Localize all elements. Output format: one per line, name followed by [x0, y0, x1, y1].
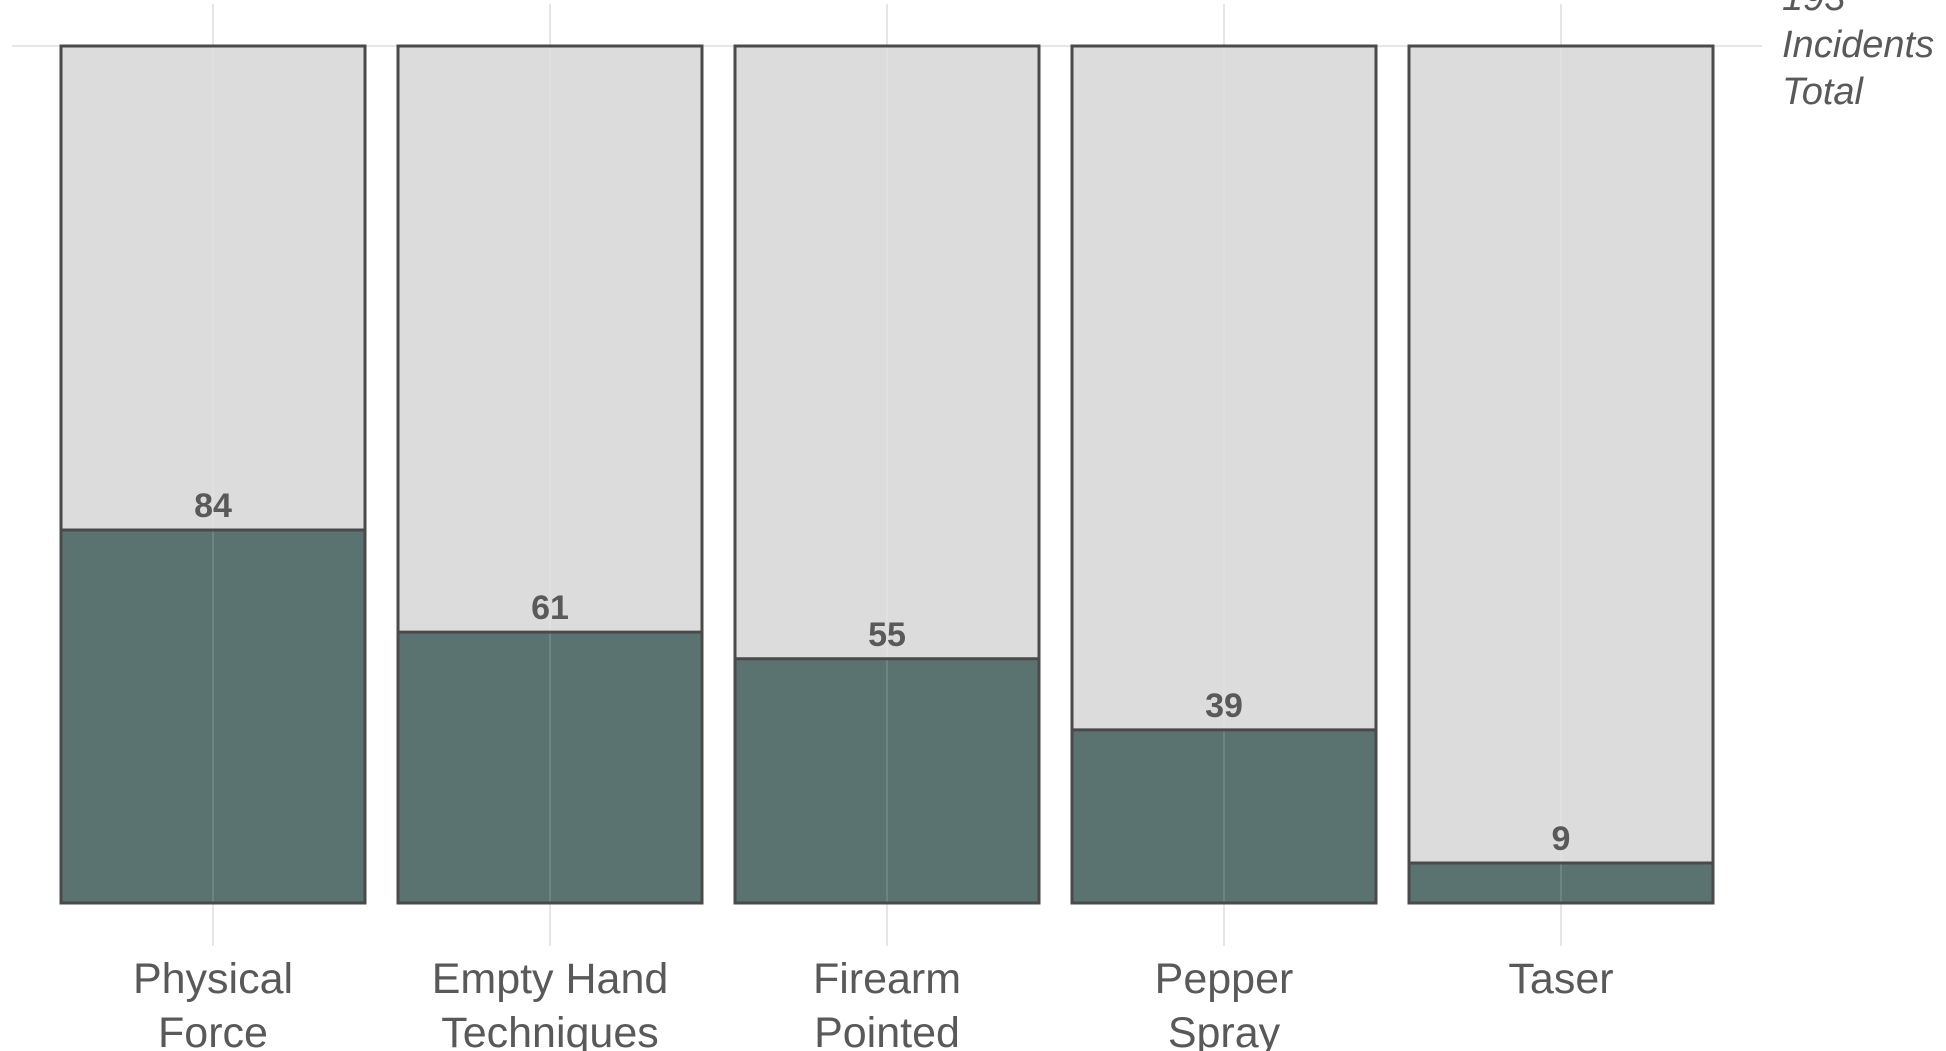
value-label: 9: [1552, 820, 1571, 858]
value-label: 84: [194, 487, 232, 525]
value-label: 55: [868, 616, 906, 654]
total-annotation: Incidents: [1782, 24, 1934, 66]
value-label: 61: [531, 589, 569, 627]
category-label: Taser: [1508, 955, 1613, 1003]
category-label: Force: [158, 1009, 268, 1051]
category-label: Pepper: [1155, 955, 1294, 1003]
value-bar: [61, 530, 365, 903]
total-bar: [1409, 46, 1713, 903]
value-bar: [398, 632, 702, 903]
value-bar: [1409, 863, 1713, 903]
value-label: 39: [1205, 687, 1243, 725]
bar-outline: [396, 44, 704, 905]
total-annotation: Total: [1782, 71, 1865, 113]
bar-outline: [1070, 44, 1378, 905]
total-annotation: 193: [1782, 0, 1845, 19]
category-label: Empty Hand: [432, 955, 669, 1003]
labels: 84 Physical Force 61 Empty Hand Techniques 55 F…: [133, 0, 1934, 1051]
category-label: Firearm: [813, 955, 961, 1003]
category-label: Physical: [133, 955, 293, 1003]
bar-outline: [59, 44, 367, 905]
bar-outline: [733, 44, 1041, 905]
category-label: Techniques: [441, 1009, 659, 1051]
value-bar: [1072, 729, 1376, 903]
bar-outline: [1407, 44, 1715, 905]
value-bar: [735, 658, 1039, 903]
category-label: Pointed: [814, 1009, 960, 1051]
category-label: Spray: [1168, 1009, 1281, 1051]
bars: [59, 44, 1715, 905]
